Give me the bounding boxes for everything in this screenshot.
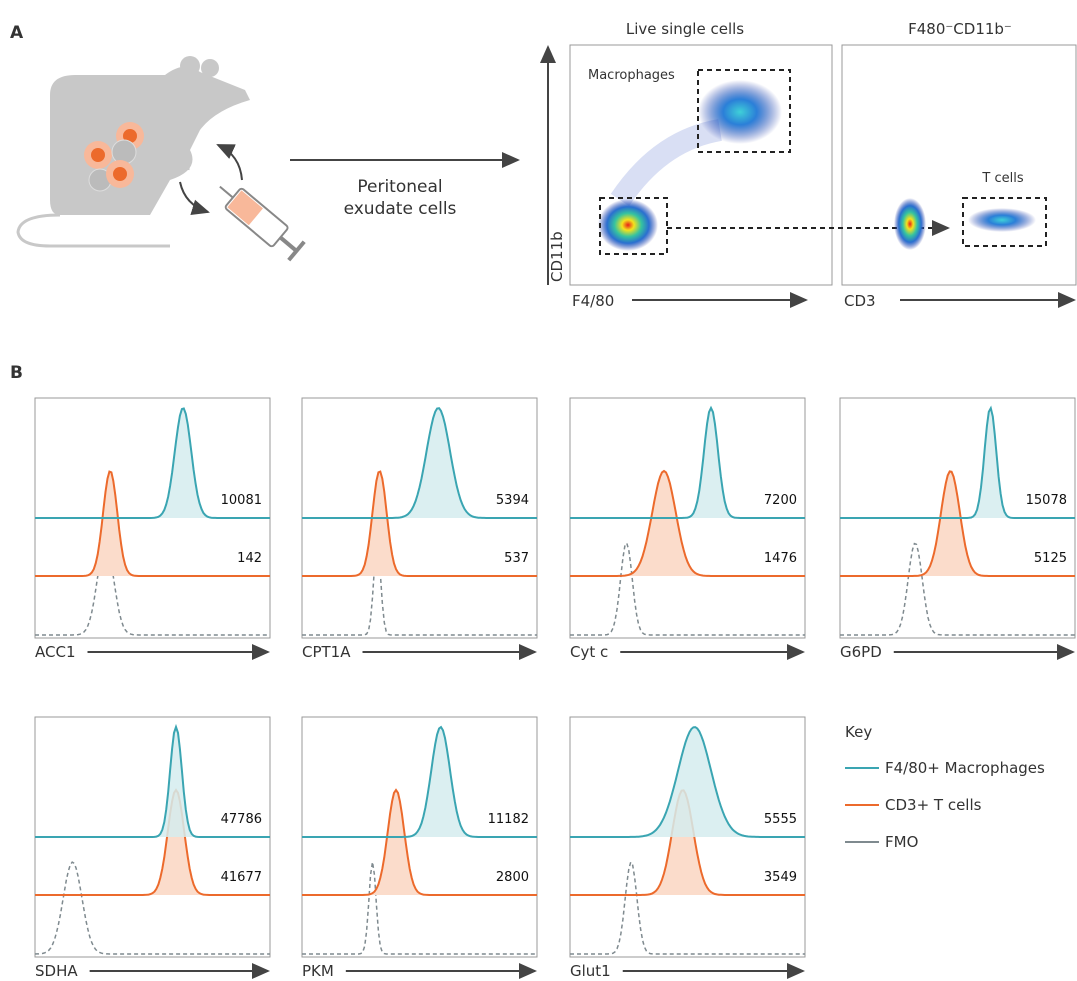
t-cell-curve: [35, 472, 270, 576]
panel-label: B: [10, 363, 23, 383]
x-axis-label: ACC1: [35, 643, 76, 661]
fmo-curve: [35, 543, 270, 635]
legend-label: F4/80+ Macrophages: [885, 759, 1045, 777]
curved-arrow: [180, 182, 208, 212]
transfer-label: Peritoneal: [357, 177, 442, 197]
panel-label: A: [10, 23, 24, 43]
cell: [113, 167, 127, 181]
syringe-needle: [220, 187, 233, 198]
mfi-label: 5125: [1034, 551, 1067, 566]
plot-frame: [842, 45, 1076, 285]
mouse-ear: [201, 59, 219, 77]
t-cell-fill: [35, 472, 270, 576]
figure: A Peritoneal exudate cells Live single c…: [0, 0, 1077, 981]
x-axis-label: CPT1A: [302, 643, 351, 661]
mfi-label: 7200: [764, 493, 797, 508]
x-axis-label: CD3: [844, 292, 876, 310]
x-axis-label: Cyt c: [570, 643, 608, 661]
syringe-plunger: [280, 237, 296, 250]
mfi-label: 15078: [1026, 493, 1067, 508]
mfi-label: 47786: [221, 812, 262, 827]
transfer-label: exudate cells: [344, 199, 457, 219]
mouse-body: [50, 67, 250, 215]
mouse-ear: [180, 56, 200, 76]
histogram-grid: 10081 142 ACC1 5394 537 CPT1A 7200 1476 Cyt c 150…: [35, 398, 1075, 980]
gate-label: T cells: [981, 171, 1023, 186]
density-trail: [620, 130, 720, 200]
x-axis-label: G6PD: [840, 643, 882, 661]
legend-label: FMO: [885, 833, 918, 851]
gate-label: Macrophages: [588, 68, 675, 83]
mfi-label: 1476: [764, 551, 797, 566]
plot-title: Live single cells: [626, 20, 744, 38]
x-axis-label: Glut1: [570, 962, 611, 980]
mfi-label: 5394: [496, 493, 529, 508]
density-cluster: [968, 208, 1036, 232]
mfi-label: 3549: [764, 870, 797, 885]
x-axis-label: PKM: [302, 962, 334, 980]
mfi-label: 10081: [221, 493, 262, 508]
legend-title: Key: [845, 723, 872, 741]
y-axis-label: CD11b: [548, 231, 566, 282]
cell: [91, 148, 105, 162]
x-axis-label: F4/80: [572, 292, 614, 310]
mfi-label: 142: [237, 551, 262, 566]
curved-arrow: [218, 145, 242, 180]
cell: [112, 140, 136, 164]
mfi-label: 11182: [488, 812, 529, 827]
plot-title: F480⁻CD11b⁻: [908, 20, 1012, 38]
mouse-illustration: [18, 56, 305, 261]
mfi-label: 2800: [496, 870, 529, 885]
legend-label: CD3+ T cells: [885, 796, 982, 814]
density-cluster: [598, 199, 658, 251]
mouse-tail: [18, 215, 170, 246]
mfi-label: 41677: [221, 870, 262, 885]
legend: Key F4/80+ Macrophages CD3+ T cells FMO: [845, 723, 1045, 851]
fmo-curve: [302, 545, 537, 635]
syringe: [212, 177, 305, 261]
x-axis-label: SDHA: [35, 962, 78, 980]
mfi-label: 5555: [764, 812, 797, 827]
mfi-label: 537: [504, 551, 529, 566]
syringe-barrel: [225, 188, 289, 248]
density-cluster: [894, 198, 926, 250]
